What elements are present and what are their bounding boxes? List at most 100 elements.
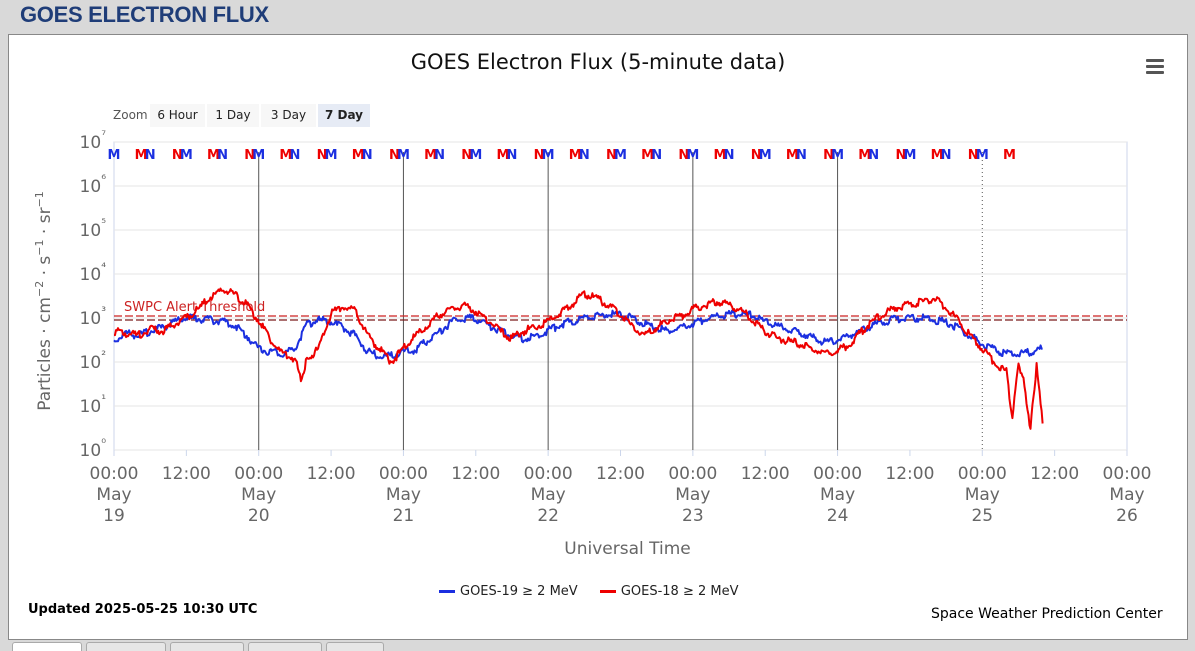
mn-marker: M	[180, 148, 193, 163]
mn-marker: N	[217, 148, 228, 163]
x-tick-month-label: May	[675, 485, 710, 505]
zoom-1-day-button[interactable]: 1 Day	[207, 104, 259, 127]
x-tick-month-label: May	[1109, 485, 1144, 505]
x-tick-month-label: May	[386, 485, 421, 505]
bottom-tab[interactable]	[248, 642, 322, 651]
x-tick-month-label: May	[241, 485, 276, 505]
x-tick-day-label: 24	[827, 506, 849, 526]
threshold-label: SWPC Alert Threshold	[124, 300, 265, 315]
legend-item-goes18[interactable]: GOES-18 ≥ 2 MeV	[599, 584, 739, 599]
mn-marker: N	[461, 148, 472, 163]
zoom-7-day-button[interactable]: 7 Day	[318, 104, 370, 127]
zoom-3-day-button[interactable]: 3 Day	[261, 104, 316, 127]
mn-marker: N	[145, 148, 156, 163]
y-tick-label: 10²	[80, 348, 107, 373]
mn-marker: N	[534, 148, 545, 163]
x-tick-time-label: 12:00	[307, 464, 356, 484]
mn-marker: M	[108, 148, 121, 163]
legend-item-goes19[interactable]: GOES-19 ≥ 2 MeV	[439, 584, 578, 599]
x-tick-day-label: 22	[537, 506, 559, 526]
mn-marker: M	[714, 148, 727, 163]
y-tick-label: 10⁶	[80, 172, 107, 197]
mn-marker: N	[244, 148, 255, 163]
mn-marker: N	[751, 148, 762, 163]
x-tick-time-label: 12:00	[162, 464, 211, 484]
mn-marker: N	[172, 148, 183, 163]
mn-marker: M	[903, 148, 916, 163]
legend-label-goes18: GOES-18 ≥ 2 MeV	[620, 584, 739, 599]
mn-marker: M	[931, 148, 944, 163]
mn-marker: N	[651, 148, 662, 163]
bottom-tab[interactable]	[86, 642, 166, 651]
mn-marker: M	[424, 148, 437, 163]
mn-marker: M	[542, 148, 555, 163]
mn-marker: N	[317, 148, 328, 163]
mn-marker: M	[641, 148, 654, 163]
mn-marker: M	[352, 148, 365, 163]
bottom-tab[interactable]	[12, 642, 82, 651]
mn-marker: M	[1003, 148, 1016, 163]
legend-label-goes19: GOES-19 ≥ 2 MeV	[460, 584, 578, 599]
mn-marker: N	[868, 148, 879, 163]
updated-timestamp: Updated 2025-05-25 10:30 UTC	[28, 602, 258, 617]
y-tick-label: 10⁴	[80, 260, 107, 285]
y-tick-label: 10⁰	[80, 436, 107, 461]
mn-marker: N	[724, 148, 735, 163]
x-tick-time-label: 12:00	[596, 464, 645, 484]
x-tick-day-label: 25	[971, 506, 993, 526]
mn-marker: N	[289, 148, 300, 163]
mn-marker: M	[786, 148, 799, 163]
bottom-tab[interactable]	[326, 642, 384, 651]
x-tick-month-label: May	[820, 485, 855, 505]
chart-title: GOES Electron Flux (5-minute data)	[410, 50, 786, 74]
x-tick-time-label: 12:00	[451, 464, 500, 484]
legend-swatch-goes19	[439, 590, 455, 593]
mn-marker: M	[976, 148, 989, 163]
y-tick-label: 10³	[80, 304, 107, 329]
mn-marker: M	[858, 148, 871, 163]
bottom-tab[interactable]	[170, 642, 244, 651]
mn-marker: M	[759, 148, 772, 163]
mn-marker: N	[362, 148, 373, 163]
mn-marker: N	[941, 148, 952, 163]
mn-marker: M	[252, 148, 265, 163]
credit-text: Space Weather Prediction Center	[931, 606, 1163, 622]
chart-panel: GOES Electron Flux (5-minute data) Zoom …	[8, 34, 1188, 640]
mn-marker: M	[569, 148, 582, 163]
zoom-label: Zoom	[113, 108, 148, 122]
plot-area	[113, 141, 1128, 451]
mn-marker: M	[831, 148, 844, 163]
x-tick-time-label: 12:00	[741, 464, 790, 484]
y-tick-label: 10⁷	[80, 128, 107, 153]
page-header: GOES ELECTRON FLUX	[0, 0, 1195, 32]
x-tick-time-label: 00:00	[234, 464, 283, 484]
x-tick-day-label: 23	[682, 506, 704, 526]
mn-marker: M	[686, 148, 699, 163]
x-tick-time-label: 00:00	[813, 464, 862, 484]
mn-marker: M	[397, 148, 410, 163]
chart-legend: GOES-19 ≥ 2 MeV GOES-18 ≥ 2 MeV	[439, 582, 757, 599]
x-tick-time-label: 12:00	[1030, 464, 1079, 484]
mn-marker: M	[135, 148, 148, 163]
mn-marker: M	[279, 148, 292, 163]
x-axis-title: Universal Time	[564, 539, 690, 559]
x-tick-month-label: May	[531, 485, 566, 505]
series-line-goes19	[113, 309, 1043, 360]
x-tick-day-label: 26	[1116, 506, 1138, 526]
x-tick-time-label: 00:00	[958, 464, 1007, 484]
hamburger-menu-icon[interactable]	[1146, 59, 1164, 75]
x-tick-month-label: May	[96, 485, 131, 505]
y-axis-title: Particles · cm−2 · s−1 · sr−1	[33, 191, 55, 411]
y-tick-label: 10⁵	[80, 216, 107, 241]
mn-marker: M	[469, 148, 482, 163]
mn-marker: M	[614, 148, 627, 163]
zoom-6-hour-button[interactable]: 6 Hour	[150, 104, 205, 127]
page-header-title: GOES ELECTRON FLUX	[20, 2, 269, 27]
x-tick-month-label: May	[965, 485, 1000, 505]
x-tick-time-label: 00:00	[668, 464, 717, 484]
x-tick-day-label: 19	[103, 506, 125, 526]
mn-marker: N	[796, 148, 807, 163]
mn-marker: N	[434, 148, 445, 163]
mn-marker: M	[325, 148, 338, 163]
